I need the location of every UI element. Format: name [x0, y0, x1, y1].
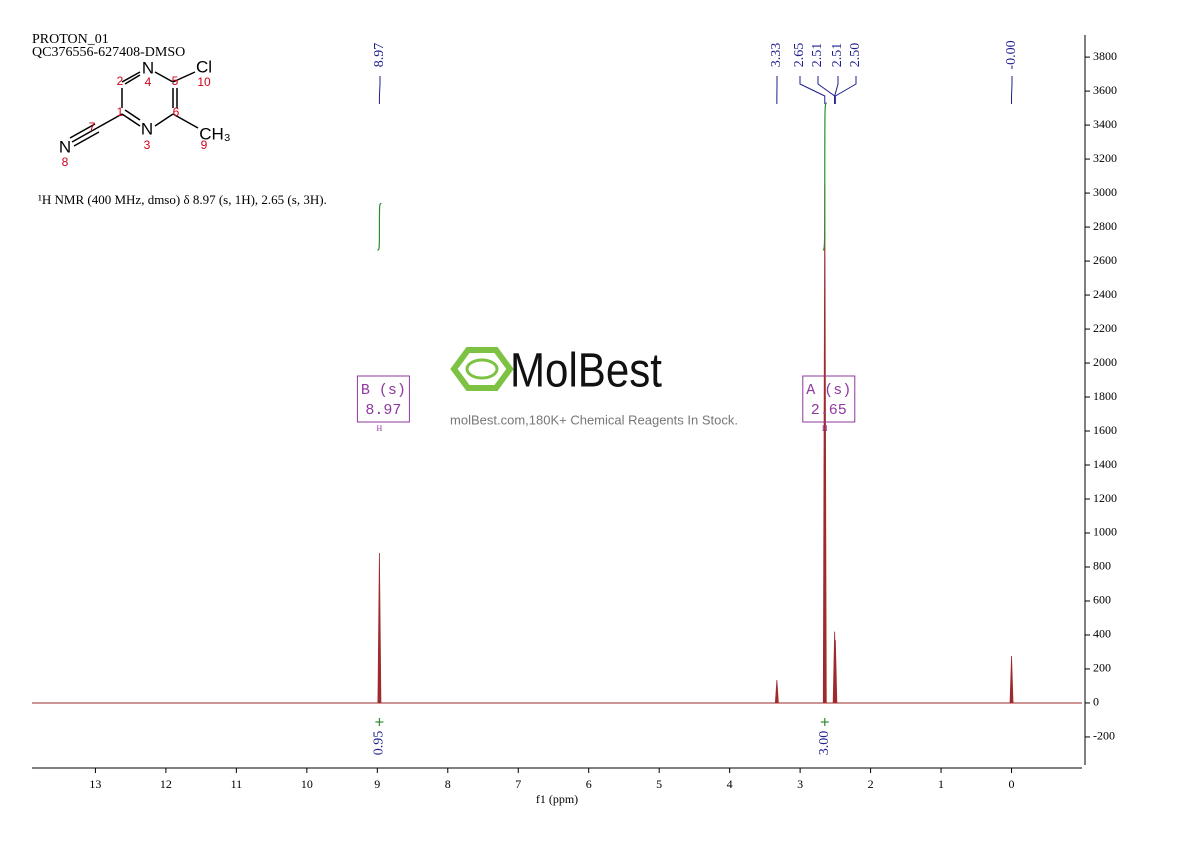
y-tick-label: 2600: [1093, 253, 1117, 267]
peak: [1009, 656, 1014, 704]
multiplet-box: [802, 375, 856, 423]
x-tick-label: 13: [89, 777, 101, 791]
integral-curve: [377, 202, 382, 251]
multiplet-shift: 2.65: [811, 402, 847, 419]
y-tick-label: 400: [1093, 627, 1111, 641]
peak: [833, 640, 838, 704]
y-tick-label: 1600: [1093, 423, 1117, 437]
y-tick-label: 1800: [1093, 389, 1117, 403]
atom-label: N: [59, 137, 71, 156]
x-tick-label: 10: [301, 777, 313, 791]
x-tick-label: 0: [1009, 777, 1015, 791]
y-tick-label: 1200: [1093, 491, 1117, 505]
atom-number: 10: [197, 75, 211, 89]
peak-label: 2.51: [810, 43, 825, 68]
peak-label: 3.33: [769, 43, 784, 68]
peak-label: 2.65: [792, 43, 807, 68]
x-tick-label: 12: [160, 777, 172, 791]
atom-number: 6: [173, 105, 180, 119]
multiplet-label: B (s): [361, 382, 406, 399]
atom-label: N: [142, 58, 154, 77]
atom-number: 9: [201, 138, 208, 152]
integral-label: 0.95: [372, 731, 387, 756]
multiplet-nucleus: H: [377, 424, 383, 433]
multiplet-box: [356, 375, 410, 423]
peak: [822, 184, 827, 704]
y-tick-label: 2200: [1093, 321, 1117, 335]
multiplet-shift: 8.97: [365, 402, 401, 419]
y-tick-label: 3600: [1093, 83, 1117, 97]
atom-number: 2: [117, 74, 124, 88]
y-tick-label: 3800: [1093, 49, 1117, 63]
peak-label: -0.00: [1004, 40, 1019, 69]
atom-number: 5: [172, 74, 179, 88]
x-tick-label: 3: [797, 777, 803, 791]
x-tick-label: 1: [938, 777, 944, 791]
peak-label-connector: [834, 76, 839, 104]
nmr-description: ¹H NMR (400 MHz, dmso) δ 8.97 (s, 1H), 2…: [38, 192, 327, 207]
peak-label-connector: [834, 76, 857, 104]
multiplet-label: A (s): [806, 382, 851, 399]
atom-number: 4: [145, 75, 152, 89]
x-tick-label: 11: [231, 777, 243, 791]
x-tick-label: 7: [515, 777, 521, 791]
y-tick-label: 3000: [1093, 185, 1117, 199]
x-axis-label: f1 (ppm): [536, 792, 578, 806]
sample-name: QC376556-627408-DMSO: [32, 45, 185, 60]
y-tick-label: 0: [1093, 695, 1099, 709]
y-tick-label: -200: [1093, 729, 1115, 743]
multiplet-nucleus: H: [822, 424, 828, 433]
x-tick-label: 2: [868, 777, 874, 791]
atom-number: 3: [144, 138, 151, 152]
integral-label: 3.00: [817, 731, 832, 756]
y-tick-label: 600: [1093, 593, 1111, 607]
atom-label: CH₃: [199, 124, 230, 143]
y-tick-label: 2400: [1093, 287, 1117, 301]
atom-label: Cl: [196, 57, 212, 76]
y-tick-label: 1000: [1093, 525, 1117, 539]
x-tick-label: 8: [445, 777, 451, 791]
integral-curve: [822, 102, 827, 251]
x-tick-label: 9: [374, 777, 380, 791]
y-tick-label: 3400: [1093, 117, 1117, 131]
atom-label: N: [141, 119, 153, 138]
atom-number: 8: [62, 155, 69, 169]
peak-label: 2.51: [830, 43, 845, 68]
peak: [377, 553, 382, 704]
peak-label: 2.50: [848, 43, 863, 68]
structure: [69, 71, 199, 147]
y-tick-label: 3200: [1093, 151, 1117, 165]
y-tick-label: 800: [1093, 559, 1111, 573]
atom-number: 7: [89, 120, 96, 134]
watermark-brand: MolBest: [510, 345, 662, 398]
y-tick-label: 1400: [1093, 457, 1117, 471]
y-tick-label: 2000: [1093, 355, 1117, 369]
peak-label: 8.97: [372, 43, 387, 68]
experiment-name: PROTON_01: [32, 32, 109, 47]
peak: [774, 679, 779, 704]
x-tick-label: 5: [656, 777, 662, 791]
peak-label-connector: [817, 76, 836, 104]
x-tick-label: 6: [586, 777, 592, 791]
peak-label-connector: [799, 76, 826, 104]
peak-label-connector: [378, 76, 381, 104]
atom-number: 1: [117, 105, 124, 119]
watermark-logo: [450, 347, 514, 391]
y-tick-label: 200: [1093, 661, 1111, 675]
y-tick-label: 2800: [1093, 219, 1117, 233]
watermark-tagline: molBest.com,180K+ Chemical Reagents In S…: [450, 412, 738, 427]
x-tick-label: 4: [727, 777, 733, 791]
